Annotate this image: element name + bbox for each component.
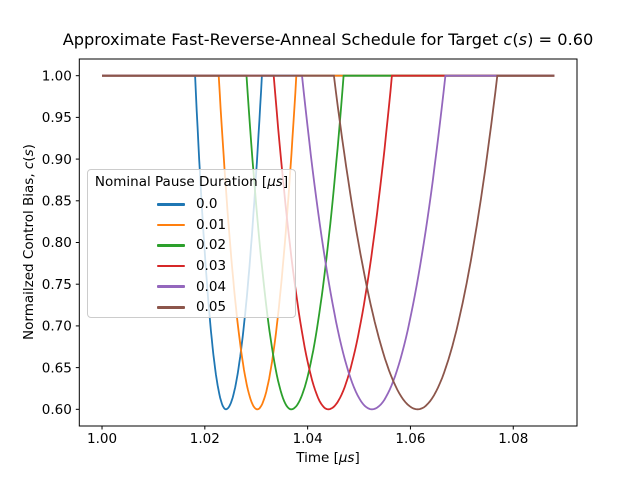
label-segment: s <box>519 30 528 49</box>
y-tick-label: 0.90 <box>42 152 72 168</box>
label-segment: s <box>21 149 37 156</box>
legend-item-label: 0.04 <box>195 278 227 295</box>
legend-item: 0.05 <box>156 297 227 318</box>
y-tick-label: 1.00 <box>42 68 72 84</box>
label-segment: c <box>21 161 37 169</box>
chart-title: Approximate Fast-Reverse-Anneal Schedule… <box>63 30 594 49</box>
legend-line-swatch <box>156 244 185 247</box>
legend-item-label: 0.0 <box>195 196 218 213</box>
curve-pause-0.04 <box>102 74 555 411</box>
x-tick-label: 1.02 <box>190 431 220 447</box>
x-axis-label: Time [μs] <box>295 450 360 466</box>
label-segment: ) <box>21 144 37 149</box>
x-tick-label: 1.06 <box>395 431 425 447</box>
y-tick-label: 0.80 <box>42 235 72 251</box>
legend-item-label: 0.03 <box>195 258 227 275</box>
legend-entries: 0.0 0.01 0.02 0.03 0.04 0.05 <box>156 194 227 318</box>
legend-title: Nominal Pause Duration [μs] <box>88 170 295 192</box>
x-tick-label: 1.04 <box>293 431 323 447</box>
label-segment: ( <box>21 156 37 161</box>
legend-item-label: 0.02 <box>195 237 227 254</box>
legend-item-label: 0.01 <box>195 216 227 233</box>
legend: Nominal Pause Duration [μs] 0.0 0.01 0.02 0… <box>87 169 296 318</box>
label-segment: μs <box>267 174 283 190</box>
label-segment: Approximate Fast-Reverse-Anneal Schedule… <box>63 30 504 49</box>
legend-item: 0.02 <box>156 235 227 256</box>
label-segment: ( <box>512 30 518 49</box>
y-axis-label: Normailzed Control Bias, c(s) <box>21 144 37 340</box>
y-tick-label: 0.70 <box>42 319 72 335</box>
axes-layer: 1.00 1.02 1.04 1.06 1.08 0.60 0.65 0.70 0.75 0.80… <box>42 58 578 447</box>
legend-line-swatch <box>156 203 185 206</box>
label-segment: Time [ <box>295 450 339 466</box>
y-tick-label: 0.85 <box>42 193 72 209</box>
label-segment: c <box>503 30 512 49</box>
x-tick-label: 1.08 <box>498 431 528 447</box>
legend-line-swatch <box>156 223 185 227</box>
y-tick-label: 0.75 <box>42 277 72 293</box>
legend-item: 0.04 <box>156 276 227 297</box>
label-segment: ] <box>354 450 359 466</box>
legend-line-swatch <box>156 305 185 309</box>
label-segment: μs <box>338 450 355 466</box>
label-segment: Normailzed Control Bias, <box>21 169 37 340</box>
legend-item-label: 0.05 <box>195 299 227 316</box>
label-segment: ) = 0.60 <box>527 30 593 49</box>
legend-item: 0.03 <box>156 256 227 277</box>
legend-item: 0.0 <box>156 194 218 215</box>
legend-item: 0.01 <box>156 215 227 236</box>
label-segment: Nominal Pause Duration [ <box>94 174 268 190</box>
x-tick-label: 1.00 <box>87 431 117 447</box>
legend-line-swatch <box>156 264 185 268</box>
y-tick-label: 0.65 <box>42 360 72 376</box>
legend-line-swatch <box>156 285 185 288</box>
curve-pause-0.05 <box>102 74 555 411</box>
y-tick-label: 0.60 <box>42 402 72 418</box>
label-segment: ] <box>282 174 289 190</box>
y-tick-label: 0.95 <box>42 110 72 126</box>
